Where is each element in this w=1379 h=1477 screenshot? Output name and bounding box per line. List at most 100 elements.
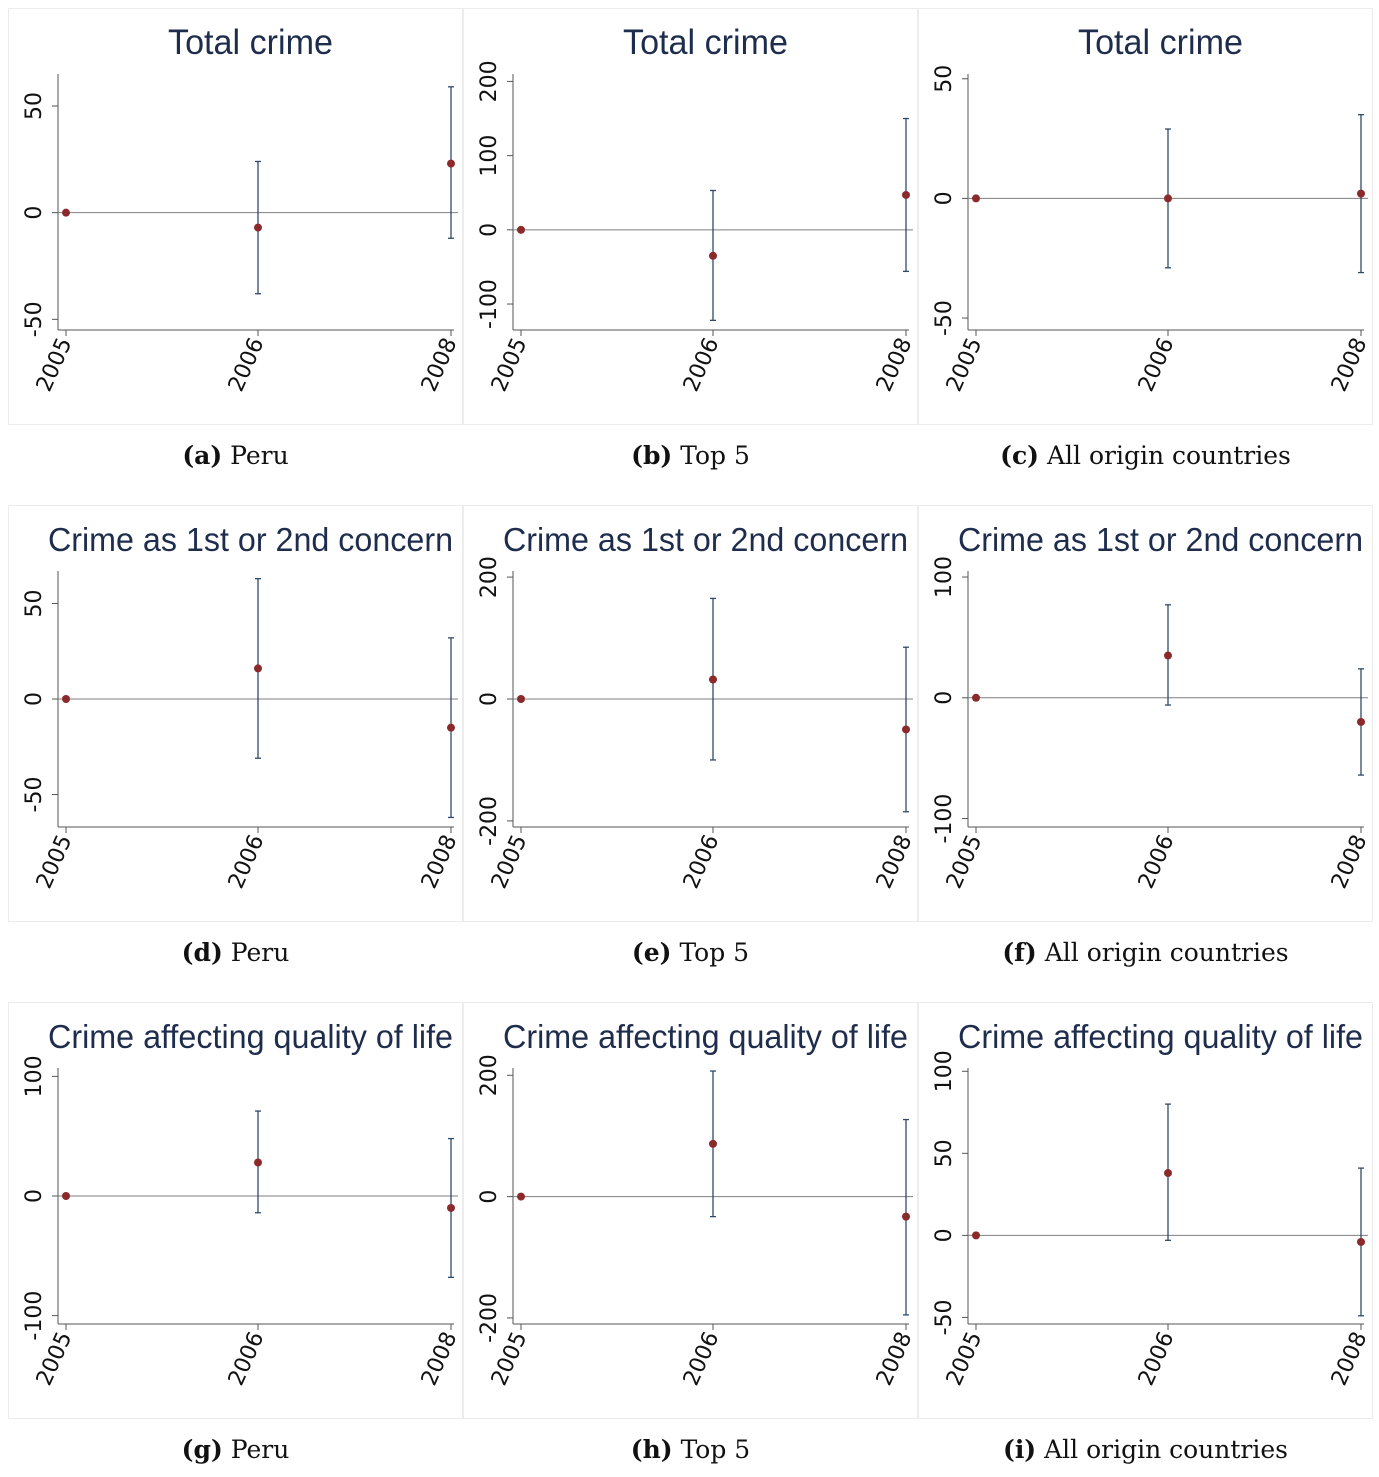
point-estimate: [254, 223, 262, 232]
y-tick-label: 100: [22, 1055, 47, 1097]
chart-title: Crime as 1st or 2nd concern: [48, 521, 453, 558]
y-tick-label: 0: [22, 692, 47, 706]
caption-label: (d): [181, 938, 223, 967]
panel-frame: [463, 1002, 918, 1419]
chart-panel: Crime as 1st or 2nd concern -50 0 50 2005 200…: [8, 505, 463, 922]
y-tick-label: 50: [932, 65, 957, 93]
point-estimate: [709, 251, 717, 260]
y-tick-label: 0: [477, 692, 502, 706]
caption-label: (c): [1000, 441, 1039, 470]
panel-frame: [463, 505, 918, 922]
y-tick-label: 0: [477, 223, 502, 237]
panel-frame: [918, 505, 1373, 922]
chart-svg: Crime affecting quality of life-20002002…: [463, 1002, 918, 1419]
point-estimate: [62, 1192, 70, 1200]
point-estimate: [1164, 194, 1172, 203]
point-estimate: [254, 664, 262, 673]
point-estimate: [62, 695, 70, 703]
point-estimate: [517, 695, 525, 703]
y-tick-label: 200: [477, 556, 502, 598]
panel-caption: (e) Top 5: [463, 938, 918, 967]
panel-caption: (d) Peru: [8, 938, 463, 967]
caption-text: Top 5: [679, 938, 750, 967]
point-estimate: [972, 693, 980, 702]
chart-panel: Crime affecting quality of life -100 0 100 2…: [8, 1002, 463, 1419]
point-estimate: [517, 225, 525, 234]
point-estimate: [517, 1192, 525, 1201]
point-estimate: [1357, 1237, 1365, 1246]
caption-text: Top 5: [680, 441, 750, 470]
panel-frame: [918, 1002, 1373, 1419]
chart-title: Total crime: [1078, 23, 1243, 62]
point-estimate: [447, 159, 455, 168]
panel-caption: (h) Top 5: [463, 1435, 918, 1464]
y-tick-label: 0: [932, 1228, 957, 1242]
chart-title: Crime affecting quality of life: [503, 1018, 908, 1055]
point-estimate: [447, 1203, 455, 1212]
panel-frame: [8, 505, 463, 922]
chart-svg: Crime affecting quality of life -50 0 50 100…: [918, 1002, 1373, 1419]
panel-caption: (i) All origin countries: [918, 1435, 1373, 1464]
panel-caption: (c) All origin countries: [918, 441, 1373, 470]
caption-text: Peru: [230, 938, 290, 967]
y-tick-label: 50: [22, 92, 47, 120]
chart-panel: Crime affecting quality of life -50 0 50 100…: [918, 1002, 1373, 1419]
point-estimate: [447, 723, 455, 732]
caption-label: (g): [181, 1435, 223, 1464]
caption-text: Top 5: [680, 1435, 751, 1464]
caption-text: Peru: [230, 1435, 290, 1464]
y-tick-label: 200: [477, 1054, 502, 1096]
point-estimate: [62, 208, 70, 217]
caption-label: (a): [182, 441, 223, 470]
caption-text: Peru: [230, 441, 289, 470]
y-tick-label: 200: [477, 60, 502, 102]
point-estimate: [972, 194, 980, 203]
y-tick-label: -50: [932, 300, 957, 336]
panel-caption: (f) All origin countries: [918, 938, 1373, 967]
point-estimate: [972, 1231, 980, 1240]
caption-label: (e): [631, 938, 672, 967]
point-estimate: [709, 1139, 717, 1148]
point-estimate: [709, 675, 717, 684]
caption-label: (h): [630, 1435, 673, 1464]
y-tick-label: 50: [22, 589, 47, 617]
point-estimate: [902, 190, 910, 199]
panel-caption: (g) Peru: [8, 1435, 463, 1464]
y-tick-label: 0: [22, 206, 47, 220]
chart-panel: Crime as 1st or 2nd concern -100 0 100 2005 2…: [918, 505, 1373, 922]
chart-title: Total crime: [623, 23, 788, 62]
caption-label: (f): [1002, 938, 1037, 967]
panel-caption: (b) Top 5: [463, 441, 918, 470]
y-tick-label: 50: [932, 1139, 957, 1167]
y-tick-label: -100: [932, 794, 957, 844]
panel-frame: [8, 1002, 463, 1419]
y-tick-label: -50: [22, 301, 47, 337]
chart-panel: Total crime -100 0 100 200 2005 2006 2008: [463, 8, 918, 425]
point-estimate: [902, 725, 910, 734]
caption-text: All origin countries: [1044, 1435, 1289, 1464]
y-tick-label: -50: [932, 1299, 957, 1335]
y-tick-label: -100: [22, 1291, 47, 1341]
chart-title: Crime affecting quality of life: [48, 1018, 453, 1055]
y-tick-label: 0: [932, 691, 957, 705]
chart-title: Crime as 1st or 2nd concern: [958, 521, 1363, 558]
point-estimate: [1357, 189, 1365, 198]
y-tick-label: -50: [22, 777, 47, 813]
chart-panel: Crime as 1st or 2nd concern -200 0 200 2005 2…: [463, 505, 918, 922]
y-tick-label: -200: [477, 1293, 502, 1343]
y-tick-label: 0: [477, 1190, 502, 1204]
chart-panel: Total crime -50 0 50 2005 2006 2008: [918, 8, 1373, 425]
y-tick-label: 0: [22, 1189, 47, 1203]
point-estimate: [1164, 1169, 1172, 1178]
caption-text: All origin countries: [1044, 938, 1289, 967]
chart-svg: Crime affecting quality of life-10001002…: [8, 1002, 463, 1419]
caption-label: (b): [631, 441, 673, 470]
caption-label: (i): [1002, 1435, 1037, 1464]
chart-title: Total crime: [168, 23, 333, 62]
